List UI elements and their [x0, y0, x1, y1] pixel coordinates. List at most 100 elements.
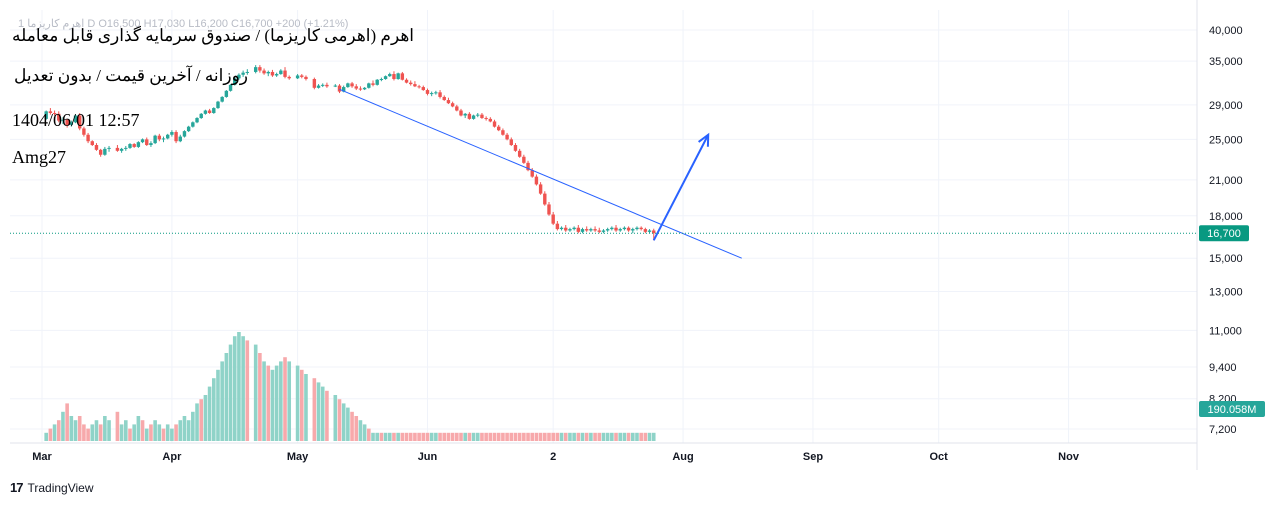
volume-bar: [320, 386, 325, 441]
volume-bar: [396, 432, 400, 441]
last-price-badge: [1199, 225, 1249, 242]
volume-bar: [446, 432, 451, 441]
arrow-shaft[interactable]: [652, 134, 710, 241]
volume-bar: [496, 432, 501, 441]
volume-bar: [522, 432, 526, 441]
candle: [170, 130, 174, 137]
candle: [476, 112, 480, 118]
time-axis[interactable]: Mar Apr May Jun 2 Aug Sep Oct Nov: [10, 442, 1197, 463]
candle: [392, 71, 396, 81]
candle: [216, 100, 220, 109]
volume-bar: [337, 399, 342, 441]
candle-body: [480, 114, 484, 119]
candle: [610, 226, 614, 231]
candle-body: [124, 147, 128, 149]
candle-body: [145, 139, 149, 146]
candle: [94, 143, 99, 151]
volume-bar: [429, 432, 434, 441]
candle: [404, 78, 409, 84]
tradingview-branding[interactable]: 17 TradingView: [10, 480, 94, 495]
candle-body: [316, 85, 321, 88]
candle-body: [568, 229, 572, 231]
trendline[interactable]: [339, 88, 742, 259]
candle: [614, 225, 618, 232]
volume-bar: [115, 411, 120, 441]
candle: [304, 75, 308, 81]
candle-body: [635, 227, 639, 230]
x-tick-label: Nov: [1058, 451, 1080, 463]
y-tick-label: 13,000: [1209, 287, 1243, 299]
candle-body: [505, 134, 509, 140]
y-tick-label: 15,000: [1209, 253, 1243, 265]
candle-body: [534, 176, 539, 185]
candle: [166, 133, 170, 140]
volume-bar: [103, 416, 107, 441]
candle: [463, 112, 467, 119]
volume-bar: [216, 369, 220, 441]
volume-bar: [630, 432, 635, 441]
candle: [186, 125, 191, 133]
candle: [409, 80, 413, 86]
candle: [287, 75, 291, 80]
volume-bar: [262, 361, 266, 441]
candle: [90, 140, 94, 146]
candle-body: [492, 121, 497, 127]
candle: [107, 145, 111, 152]
volume-bar: [69, 416, 74, 441]
candle-body: [622, 227, 627, 230]
volume-bar: [605, 432, 610, 441]
volume-bar: [90, 424, 95, 441]
y-tick-label: 35,000: [1209, 56, 1243, 68]
arrow-head-icon[interactable]: [698, 132, 710, 147]
candle: [442, 95, 446, 101]
candle-body: [538, 184, 543, 194]
x-tick-label: Apr: [162, 451, 182, 463]
candle-body: [471, 115, 476, 119]
candle: [350, 81, 354, 88]
candle-body: [48, 111, 53, 113]
volume-bar: [488, 432, 493, 441]
volume-bar: [442, 432, 447, 441]
candle-body: [610, 227, 614, 230]
candle-body: [321, 84, 325, 86]
candle: [492, 119, 497, 128]
price-axis[interactable]: 40,000 35,000 29,000 25,000 21,000 18,000 15,0…: [1196, 0, 1243, 470]
user-drawings[interactable]: [339, 88, 742, 259]
candle: [61, 117, 65, 125]
candle-body: [379, 79, 384, 81]
candle-body: [300, 75, 304, 77]
candle-body: [476, 114, 480, 116]
candle: [78, 112, 82, 131]
volume-bar: [526, 432, 530, 441]
volume-bar: [237, 332, 241, 441]
candle-body: [652, 230, 656, 234]
x-tick-label: Aug: [672, 451, 693, 463]
candle: [564, 225, 568, 232]
candle-body: [73, 115, 78, 123]
candle-body: [589, 229, 593, 231]
x-tick-label: May: [287, 451, 309, 463]
candle: [237, 73, 241, 80]
candle-body: [166, 134, 170, 139]
candle-body: [438, 92, 442, 97]
volume-bar: [144, 428, 149, 441]
candle-body: [446, 100, 451, 104]
candle-body: [367, 83, 371, 88]
volume-bar: [98, 424, 103, 441]
candle: [551, 211, 555, 226]
y-tick-label: 7,200: [1209, 424, 1237, 436]
candle-body: [341, 87, 346, 92]
volume-bar: [459, 432, 463, 441]
volume-bar: [635, 432, 639, 441]
candle: [174, 130, 178, 144]
candle-body: [279, 70, 283, 75]
candle: [295, 74, 300, 80]
volume-bar: [547, 432, 551, 441]
volume-bar: [517, 432, 522, 441]
volume-bar: [44, 432, 48, 441]
candle-body: [580, 229, 585, 232]
volume-bar: [563, 432, 568, 441]
candle-body: [274, 74, 279, 76]
candle-body: [572, 227, 576, 230]
